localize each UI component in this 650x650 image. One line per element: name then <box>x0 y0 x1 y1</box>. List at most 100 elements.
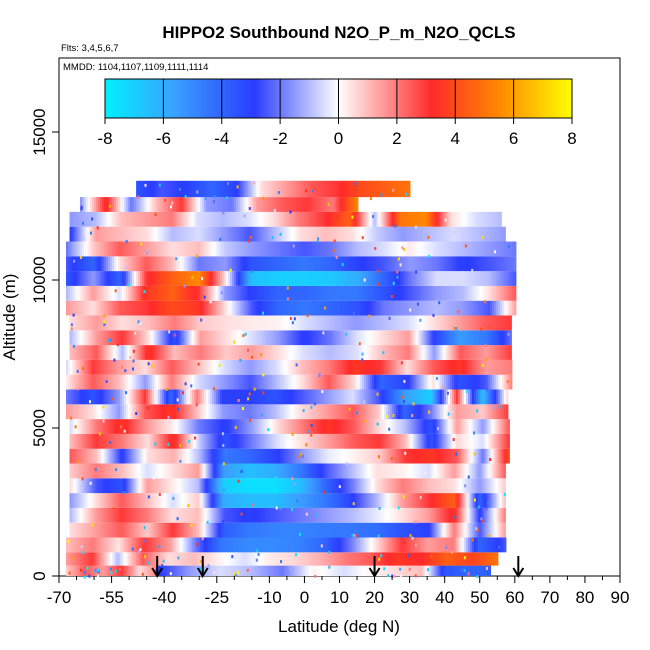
heatmap-cell <box>217 315 220 331</box>
heatmap-cell <box>222 241 225 257</box>
heatmap-cell <box>115 419 118 434</box>
heatmap-cell <box>390 552 393 566</box>
heatmap-cell <box>123 493 126 508</box>
heatmap-cell <box>302 241 305 257</box>
heatmap-cell <box>432 300 435 316</box>
heatmap-cell <box>253 493 256 508</box>
heatmap-cell <box>128 300 131 316</box>
heatmap-cell <box>322 256 325 272</box>
heatmap-cell <box>104 359 107 375</box>
heatmap-cell <box>105 522 108 538</box>
heatmap-cell <box>270 285 273 301</box>
heatmap-cell <box>197 433 200 449</box>
heatmap-cell <box>184 374 187 390</box>
heatmap-cell <box>153 433 156 449</box>
heatmap-cell <box>413 419 416 434</box>
heatmap-cell <box>201 345 204 360</box>
heatmap-cell <box>222 552 225 566</box>
heatmap-cell <box>258 552 261 566</box>
heatmap-cell <box>383 330 386 346</box>
heatmap-cell <box>270 389 273 405</box>
heatmap-cell <box>265 315 268 331</box>
heatmap-cell <box>250 300 253 316</box>
heatmap-cell <box>255 345 258 360</box>
heatmap-cell <box>413 493 416 508</box>
heatmap-cell <box>261 493 264 508</box>
heatmap-cell <box>104 565 107 576</box>
heatmap-cell <box>373 315 376 331</box>
heatmap-cell <box>80 300 83 316</box>
heatmap-cell <box>404 285 407 301</box>
heatmap-cell <box>317 493 320 508</box>
heatmap-cell <box>285 522 288 538</box>
heatmap-cell <box>268 256 271 272</box>
heatmap-cell <box>267 507 270 523</box>
heatmap-cell <box>172 537 175 553</box>
heatmap-cell <box>423 345 426 360</box>
heatmap-cell <box>144 256 147 272</box>
heatmap-cell <box>110 300 113 316</box>
heatmap-cell <box>467 315 470 331</box>
heatmap-cell <box>464 565 467 576</box>
heatmap-cell <box>309 522 312 538</box>
heatmap-cell <box>151 315 154 331</box>
heatmap-cell <box>161 345 164 360</box>
heatmap-cell <box>157 493 160 508</box>
heatmap-cell <box>497 419 500 434</box>
heatmap-cell <box>212 404 215 420</box>
heatmap-cell <box>307 463 310 479</box>
heatmap-cell <box>270 537 273 553</box>
heatmap-cell <box>491 478 494 494</box>
heatmap-cell <box>105 478 108 494</box>
heatmap-cell <box>446 256 449 272</box>
heatmap-cell <box>259 315 262 331</box>
heatmap-cell <box>485 433 488 449</box>
heatmap-cell <box>292 404 295 420</box>
heatmap-cell <box>388 404 391 420</box>
heatmap-cell <box>483 507 486 523</box>
heatmap-cell <box>440 537 443 553</box>
heatmap-cell <box>375 330 378 346</box>
heatmap-cell <box>426 271 429 286</box>
heatmap-cell <box>83 493 86 508</box>
heatmap-cell <box>439 330 442 346</box>
heatmap-cell <box>441 315 444 331</box>
heatmap-cell <box>349 565 352 576</box>
heatmap-cell <box>96 256 99 272</box>
heatmap-cell <box>447 448 450 464</box>
heatmap-cell <box>306 374 309 390</box>
heatmap-cell <box>460 256 463 272</box>
heatmap-cell <box>429 330 432 346</box>
heatmap-cell <box>147 419 150 434</box>
heatmap-cell <box>122 241 125 257</box>
heatmap-cell <box>272 256 275 272</box>
heatmap-cell <box>347 330 350 346</box>
heatmap-cell <box>429 315 432 331</box>
heatmap-cell <box>418 285 421 301</box>
heatmap-cell <box>371 493 374 508</box>
heatmap-cell <box>470 537 473 553</box>
heatmap-cell <box>322 271 325 286</box>
heatmap-cell <box>343 507 346 523</box>
heatmap-cell <box>74 537 77 553</box>
heatmap-cell <box>247 507 250 523</box>
heatmap-cell <box>84 285 87 301</box>
heatmap-cell <box>166 404 169 420</box>
heatmap-cell <box>91 478 94 494</box>
heatmap-cell <box>119 345 122 360</box>
heatmap-cell <box>304 374 307 390</box>
heatmap-cell <box>148 300 151 316</box>
heatmap-cell <box>204 359 207 375</box>
heatmap-cell <box>112 359 115 375</box>
heatmap-cell <box>188 285 191 301</box>
heatmap-cell <box>430 256 433 272</box>
heatmap-cell <box>403 345 406 360</box>
heatmap-cell <box>257 433 260 449</box>
heatmap-cell <box>120 552 123 566</box>
heatmap-cell <box>236 537 239 553</box>
heatmap-cell <box>429 448 432 464</box>
heatmap-cell <box>415 507 418 523</box>
heatmap-cell <box>402 300 405 316</box>
heatmap-cell <box>311 522 314 538</box>
heatmap-cell <box>101 522 104 538</box>
